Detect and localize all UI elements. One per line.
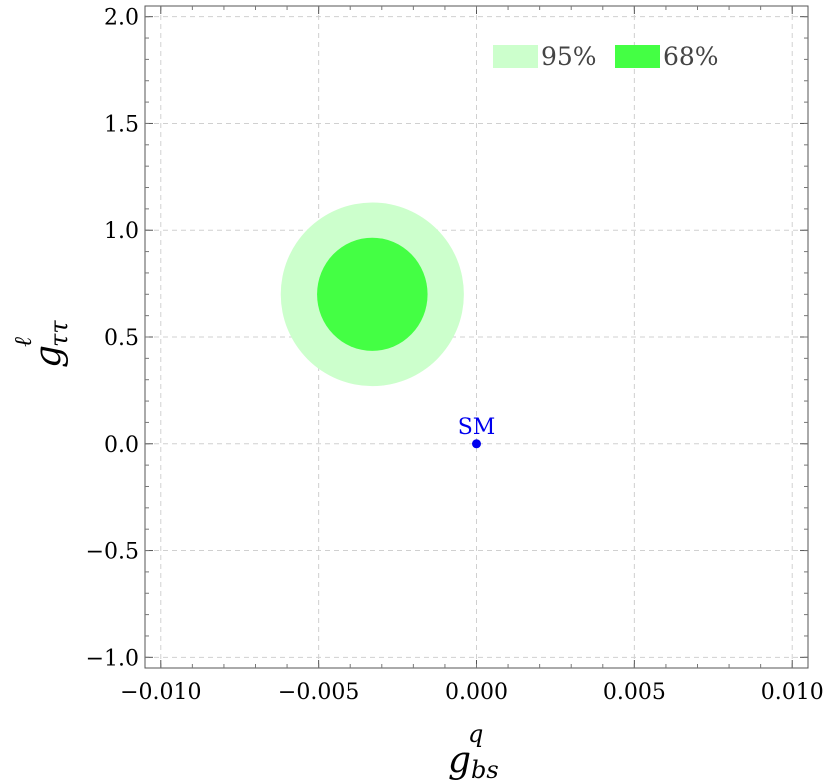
x-tick-label: −0.010 xyxy=(120,680,201,705)
points: SM xyxy=(458,415,496,449)
y-tick-label: 0.5 xyxy=(104,326,139,351)
x-tick-label: −0.005 xyxy=(278,680,359,705)
y-axis-base: g xyxy=(28,345,69,368)
sm-point xyxy=(472,439,481,449)
x-tick-label: 0.010 xyxy=(761,680,824,705)
legend: 95% 68% xyxy=(493,42,719,71)
y-tick-label: 1.0 xyxy=(104,219,139,244)
x-axis-title: g q bs xyxy=(448,720,499,783)
y-tick-label: 1.5 xyxy=(104,112,139,137)
confidence-regions xyxy=(280,202,464,387)
x-tick-label: 0.005 xyxy=(603,680,666,705)
y-tick-label: −1.0 xyxy=(86,646,139,671)
y-tick-label: 0.0 xyxy=(104,433,139,458)
legend-label-95pct: 95% xyxy=(541,42,597,71)
y-tick-label: 2.0 xyxy=(104,6,139,31)
legend-swatch-95pct xyxy=(493,45,538,68)
x-axis-base: g xyxy=(448,740,471,781)
x-axis-sup: q xyxy=(468,720,483,748)
x-axis-sub: bs xyxy=(471,756,499,783)
y-axis-sup: ℓ xyxy=(9,337,37,347)
y-axis-title: g ℓ ττ xyxy=(9,320,73,368)
sm-point-label: SM xyxy=(458,415,496,440)
y-axis-sub: ττ xyxy=(45,320,73,347)
grid xyxy=(145,6,808,668)
y-tick-label: −0.5 xyxy=(86,540,139,565)
legend-swatch-68pct xyxy=(615,45,660,68)
legend-label-68pct: 68% xyxy=(663,42,719,71)
x-tick-label: 0.000 xyxy=(445,680,508,705)
axis-ticks: −0.010 −0.005 0.000 0.005 0.010 −1.0 −0.5 0.0 0.… xyxy=(86,6,824,705)
region-68pct xyxy=(317,237,428,351)
